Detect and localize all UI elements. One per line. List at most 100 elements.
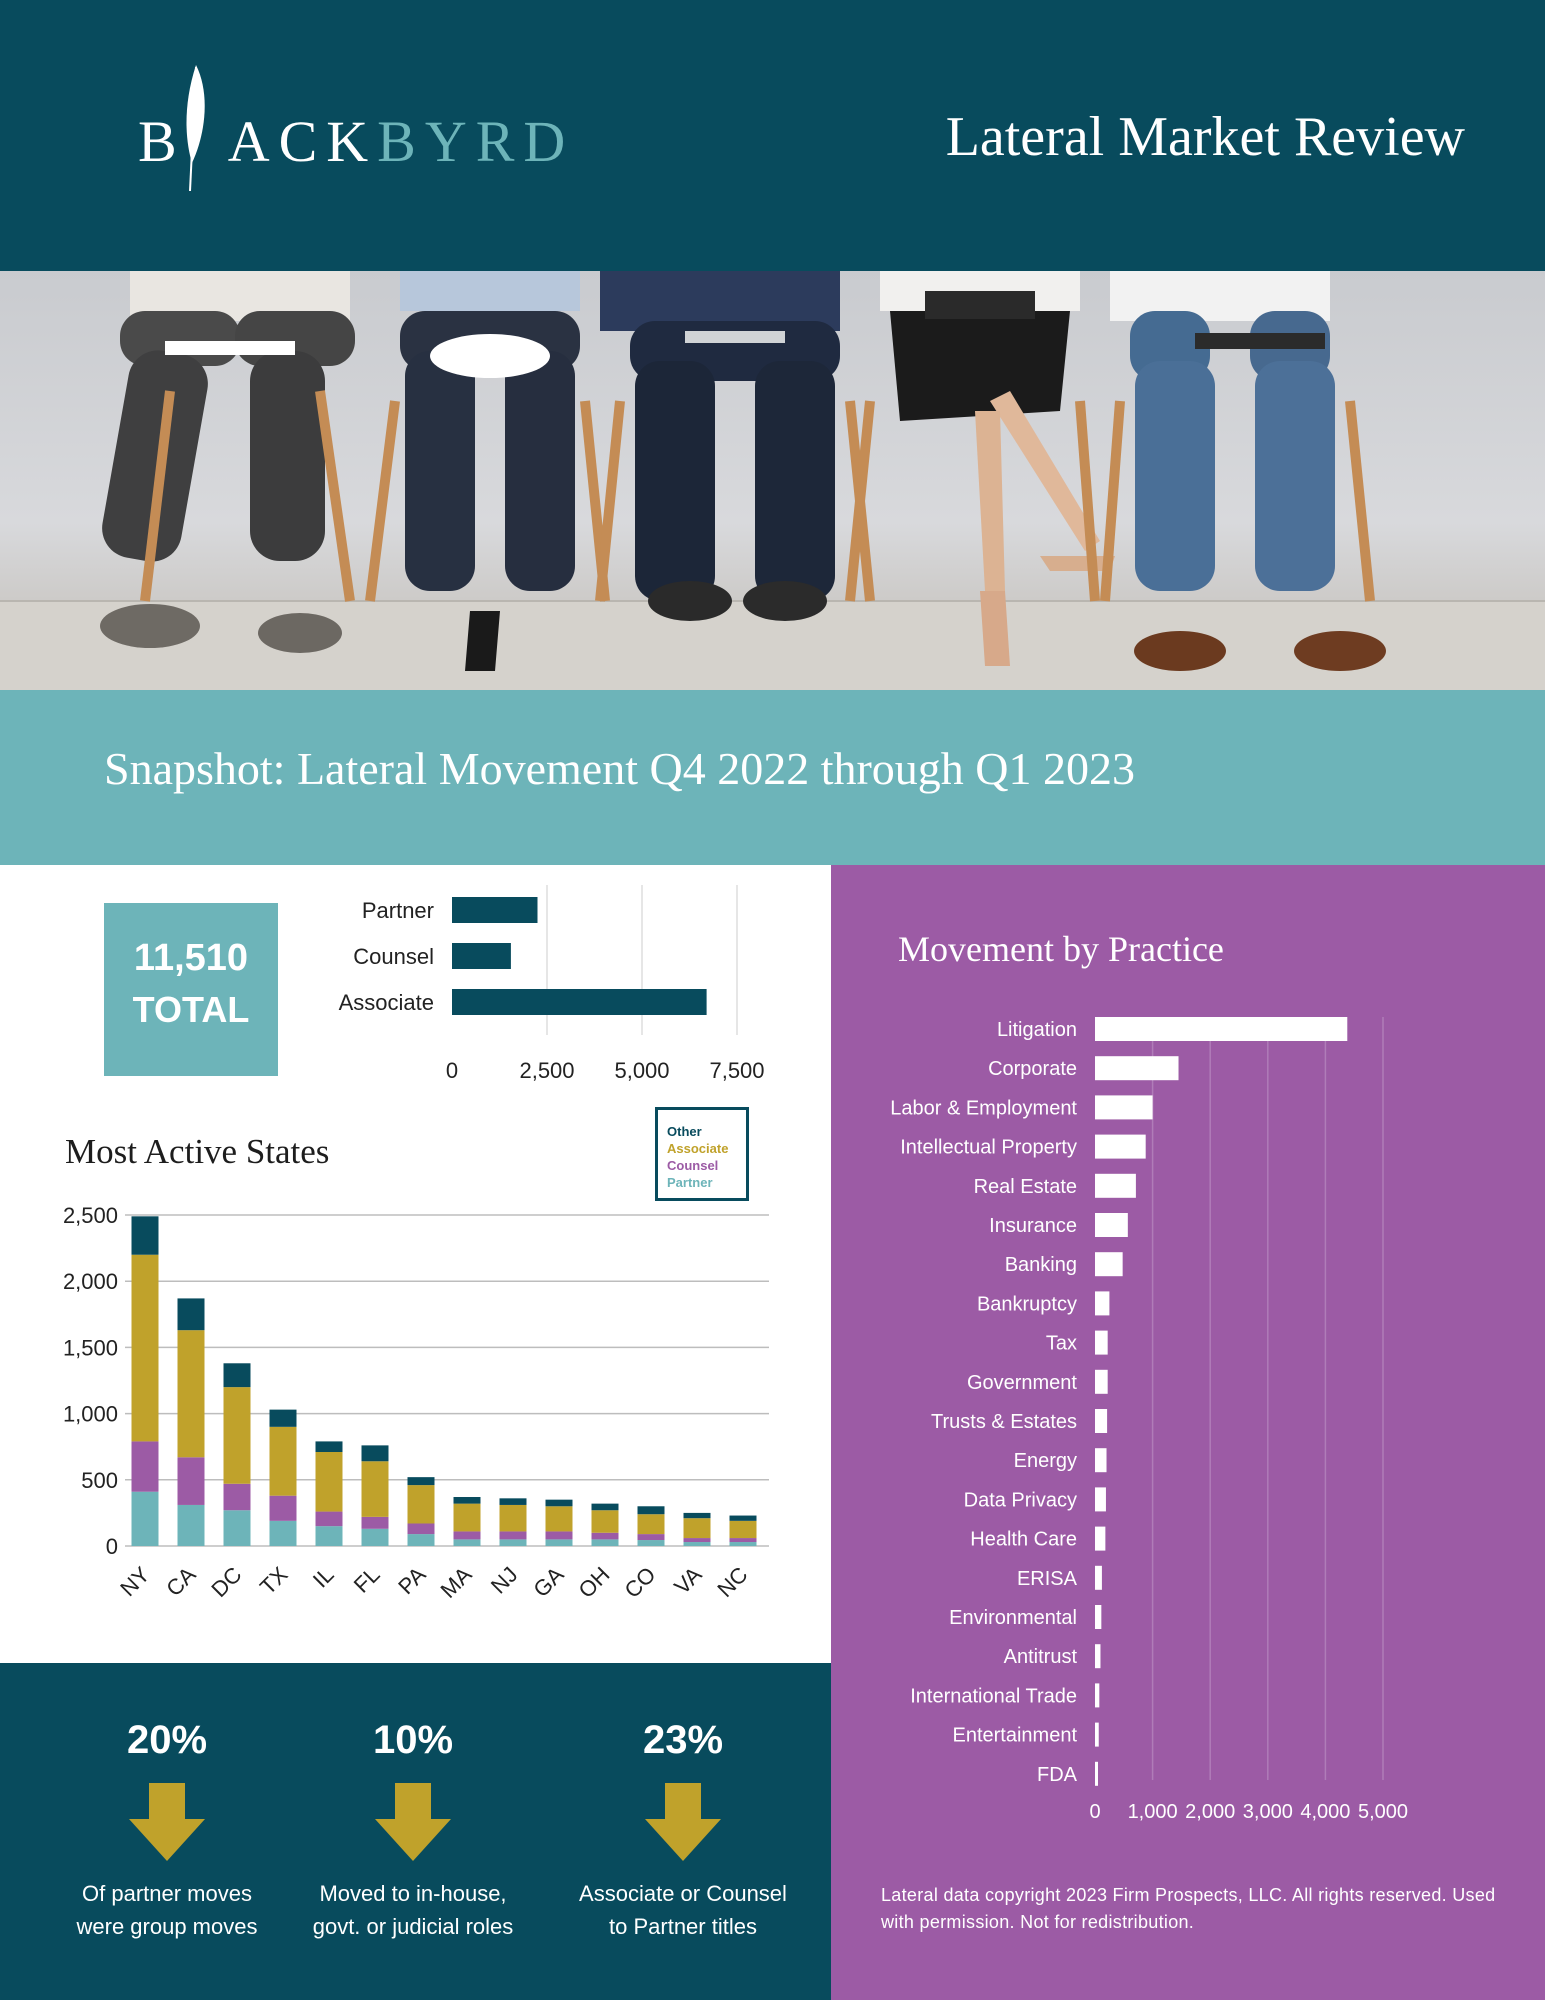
x-tick-label: CA — [161, 1562, 201, 1602]
bar-erisa — [1095, 1565, 1102, 1590]
x-tick-label: 5,000 — [614, 1058, 669, 1083]
bar-nj-other — [499, 1498, 527, 1505]
bar-antitrust — [1095, 1644, 1101, 1669]
bar-international-trade — [1095, 1683, 1100, 1708]
category-label: Labor & Employment — [890, 1097, 1077, 1119]
bar-government — [1095, 1369, 1108, 1394]
category-label: Data Privacy — [964, 1489, 1077, 1511]
legend-item-associate: Associate — [667, 1141, 729, 1156]
x-tick-label: TX — [255, 1562, 293, 1600]
bar-dc-counsel — [223, 1483, 251, 1511]
x-tick-label: FL — [349, 1562, 385, 1598]
x-tick-label: 1,000 — [1128, 1801, 1178, 1823]
bar-nc-other — [729, 1515, 757, 1521]
x-tick-label: PA — [393, 1562, 431, 1600]
bar-ma-other — [453, 1497, 481, 1504]
stat-caption-line2: were group moves — [76, 1914, 258, 1939]
feather-icon — [186, 65, 205, 192]
bar-energy — [1095, 1448, 1107, 1473]
bar-ny-partner — [131, 1491, 159, 1546]
legend-item-other: Other — [667, 1124, 702, 1139]
bar-ny-associate — [131, 1254, 159, 1442]
bar-pa-counsel — [407, 1523, 435, 1535]
x-tick-label: GA — [528, 1562, 568, 1602]
states-stacked-bar-chart: 2,500 2,000 1,500 1,000 500 0 NY CA DC TX IL FL PA MA… — [63, 1203, 769, 1603]
x-tick-label: NJ — [486, 1562, 523, 1599]
stat-pct: 10% — [372, 1718, 454, 1762]
bar-va-other — [683, 1512, 711, 1519]
bar-fl-counsel — [361, 1516, 389, 1529]
bar-tx-counsel — [269, 1495, 297, 1521]
bar-ga-partner — [545, 1539, 573, 1546]
category-label: Tax — [1046, 1333, 1077, 1355]
category-label: Bankruptcy — [977, 1293, 1077, 1315]
bar-corporate — [1095, 1056, 1179, 1081]
x-tick-label: IL — [308, 1562, 339, 1593]
bar-ma-partner — [453, 1539, 481, 1546]
x-tick-label: CO — [620, 1562, 661, 1603]
bar-bankruptcy — [1095, 1291, 1110, 1316]
category-label: Insurance — [989, 1215, 1077, 1237]
practice-bar-chart: 0 1,000 2,000 3,000 4,000 5,000 Litigation Corp… — [890, 1017, 1408, 1823]
category-label: Banking — [1005, 1254, 1077, 1276]
y-tick-label: 2,000 — [63, 1269, 118, 1294]
down-arrow-icon — [645, 1783, 721, 1861]
legend-item-partner: Partner — [667, 1175, 713, 1190]
x-tick-label: 7,500 — [709, 1058, 764, 1083]
stat-partner-titles: 23% Associate or Counsel to Partner titl… — [558, 1718, 808, 1943]
stat-pct: 20% — [126, 1718, 208, 1762]
bar-pa-partner — [407, 1534, 435, 1546]
bar-oh-other — [591, 1503, 619, 1511]
bar-fl-other — [361, 1445, 389, 1462]
bar-labor-employment — [1095, 1095, 1153, 1120]
bar-fda — [1095, 1761, 1098, 1786]
bar-fl-partner — [361, 1528, 389, 1546]
bar-va-partner — [683, 1542, 711, 1546]
bar-va-associate — [683, 1518, 711, 1539]
stat-caption-line2: to Partner titles — [609, 1914, 757, 1939]
snapshot-band: Snapshot: Lateral Movement Q4 2022 throu… — [0, 690, 1545, 865]
bar-ma-counsel — [453, 1531, 481, 1540]
x-tick-label: 2,000 — [1185, 1801, 1235, 1823]
category-label: FDA — [1037, 1764, 1078, 1786]
bar-dc-associate — [223, 1387, 251, 1484]
down-arrow-icon — [375, 1783, 451, 1861]
bar-ny-counsel — [131, 1441, 159, 1492]
bar-va-counsel — [683, 1538, 711, 1543]
bar-banking — [1095, 1252, 1123, 1277]
seated-people-illustration — [0, 271, 1545, 690]
x-tick-label: 3,000 — [1243, 1801, 1293, 1823]
stats-panel: 20% Of partner moves were group moves 10… — [0, 1663, 831, 2000]
category-label: Entertainment — [952, 1725, 1077, 1747]
logo-text-ack: ACK — [227, 109, 378, 174]
bar-co-counsel — [637, 1534, 665, 1541]
role-bar-chart: 0 2,500 5,000 7,500 Partner Counsel Associate — [339, 885, 765, 1083]
bar-ga-other — [545, 1499, 573, 1507]
bar-fl-associate — [361, 1461, 389, 1517]
category-label: Environmental — [949, 1607, 1077, 1629]
total-box: 11,510 TOTAL — [104, 903, 278, 1076]
bar-co-partner — [637, 1540, 665, 1546]
stat-caption-line1: Of partner moves — [82, 1881, 252, 1906]
bar-ny-other — [131, 1216, 159, 1255]
bar-counsel — [452, 943, 511, 969]
bar-trusts-estates — [1095, 1409, 1108, 1433]
y-tick-label: 1,500 — [63, 1335, 118, 1360]
bar-associate — [452, 989, 707, 1015]
y-tick-label: 500 — [81, 1468, 118, 1493]
logo-letter-b: B — [138, 109, 186, 174]
logo: B ACKBYRD — [138, 108, 574, 175]
bar-litigation — [1095, 1017, 1348, 1041]
x-tick-label: 0 — [1089, 1801, 1100, 1823]
bar-pa-other — [407, 1477, 435, 1486]
x-tick-label: NC — [712, 1562, 752, 1602]
practice-panel: Movement by Practice 0 1,000 2,000 3,000 4,0… — [831, 865, 1545, 2000]
category-label: Litigation — [997, 1019, 1077, 1041]
bar-tax — [1095, 1330, 1108, 1355]
x-tick-label: 0 — [446, 1058, 458, 1083]
bar-ga-counsel — [545, 1531, 573, 1540]
total-label: TOTAL — [132, 989, 250, 1030]
category-label: Energy — [1014, 1450, 1077, 1472]
left-panel: 11,510 TOTAL 0 2,500 5,000 7,500 Partner Coun… — [0, 865, 831, 1663]
stat-caption-line2: govt. or judicial roles — [312, 1914, 514, 1939]
